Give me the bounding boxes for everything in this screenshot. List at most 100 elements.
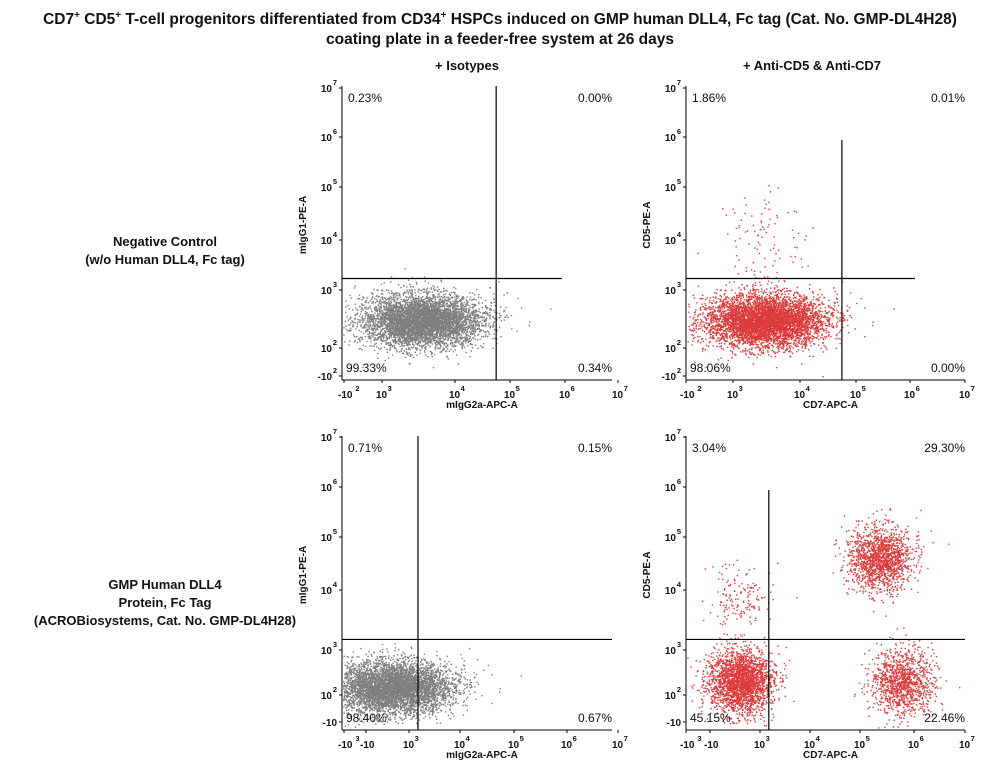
event-dot <box>443 344 445 346</box>
event-dot <box>385 331 387 333</box>
event-dot <box>489 307 491 310</box>
event-dot <box>448 329 450 331</box>
event-dot <box>425 297 427 299</box>
event-dot <box>487 307 489 309</box>
event-dot <box>445 289 447 292</box>
event-dot <box>382 336 385 338</box>
event-dot <box>357 321 359 324</box>
event-dot <box>437 320 439 323</box>
event-dot <box>381 340 383 343</box>
event-dot <box>430 323 432 325</box>
event-dot <box>413 297 415 299</box>
event-dot <box>392 308 394 310</box>
event-dot <box>440 291 443 293</box>
event-dot <box>376 323 379 325</box>
event-dot <box>450 314 452 316</box>
event-dot <box>394 316 396 318</box>
event-dot <box>442 317 444 319</box>
event-dot <box>432 336 434 339</box>
event-dot <box>454 311 456 314</box>
event-dot <box>365 330 367 332</box>
event-dot <box>389 346 391 349</box>
event-dot <box>434 306 436 308</box>
event-dot <box>498 326 501 329</box>
event-dot <box>387 314 390 316</box>
event-dot <box>402 337 404 339</box>
row-label-line: Negative Control <box>0 233 330 251</box>
event-dot <box>393 316 396 319</box>
event-dot <box>493 293 495 295</box>
event-dot <box>432 317 435 320</box>
event-dot <box>440 330 442 332</box>
event-dot <box>364 301 366 303</box>
event-dot <box>433 338 435 341</box>
event-dot <box>462 322 464 324</box>
event-dot <box>400 287 402 289</box>
event-dot <box>439 316 442 318</box>
event-dot <box>398 351 401 353</box>
event-dot <box>474 303 476 306</box>
event-dot <box>370 327 373 329</box>
event-dot <box>381 333 383 336</box>
event-dot <box>392 354 394 356</box>
event-dot <box>434 335 436 337</box>
event-dot <box>456 331 459 333</box>
event-dot <box>455 295 458 298</box>
event-dot <box>454 305 456 307</box>
event-dot <box>396 312 399 314</box>
event-dot <box>416 324 418 326</box>
event-dot <box>387 300 390 303</box>
event-dot <box>407 317 409 319</box>
event-dot <box>454 320 456 323</box>
event-dot <box>439 344 442 346</box>
event-dot <box>454 340 457 342</box>
event-dot <box>408 318 410 320</box>
event-dot <box>398 338 401 340</box>
event-dot <box>453 316 456 319</box>
event-dot <box>378 326 380 328</box>
event-dot <box>447 325 450 327</box>
event-dot <box>377 324 379 327</box>
event-dot <box>408 319 411 322</box>
event-dot <box>417 297 419 299</box>
event-dot <box>424 331 426 333</box>
event-dot <box>393 344 395 347</box>
event-dot <box>367 328 369 331</box>
event-dot <box>505 316 507 319</box>
event-dot <box>432 308 434 310</box>
event-dot <box>397 305 399 307</box>
event-dot <box>424 310 426 312</box>
event-dot <box>456 330 458 333</box>
event-dot <box>362 327 364 329</box>
event-dot <box>414 340 416 342</box>
event-dot <box>402 345 404 347</box>
event-dot <box>385 299 387 301</box>
event-dot <box>482 325 484 327</box>
event-dot <box>368 324 371 327</box>
event-dot <box>390 306 392 308</box>
event-dot <box>390 334 392 336</box>
event-dot <box>373 323 375 325</box>
event-dot <box>520 307 523 309</box>
event-dot <box>429 338 431 340</box>
event-dot <box>354 317 356 320</box>
event-dot <box>456 324 459 327</box>
event-dot <box>385 336 388 339</box>
event-dot <box>437 304 439 307</box>
event-dot <box>432 296 435 298</box>
event-dot <box>374 302 377 304</box>
event-dot <box>468 311 470 313</box>
event-dot <box>438 324 440 326</box>
event-dot <box>445 351 447 353</box>
event-dot <box>451 297 454 299</box>
event-dot <box>442 322 445 324</box>
event-dot <box>396 340 398 342</box>
event-dot <box>374 331 376 334</box>
event-dot <box>444 330 447 332</box>
event-dot <box>468 335 470 337</box>
event-dot <box>473 327 475 329</box>
event-dot <box>424 317 426 320</box>
event-dot <box>435 317 437 319</box>
event-dot <box>398 313 400 315</box>
event-dot <box>464 338 466 340</box>
